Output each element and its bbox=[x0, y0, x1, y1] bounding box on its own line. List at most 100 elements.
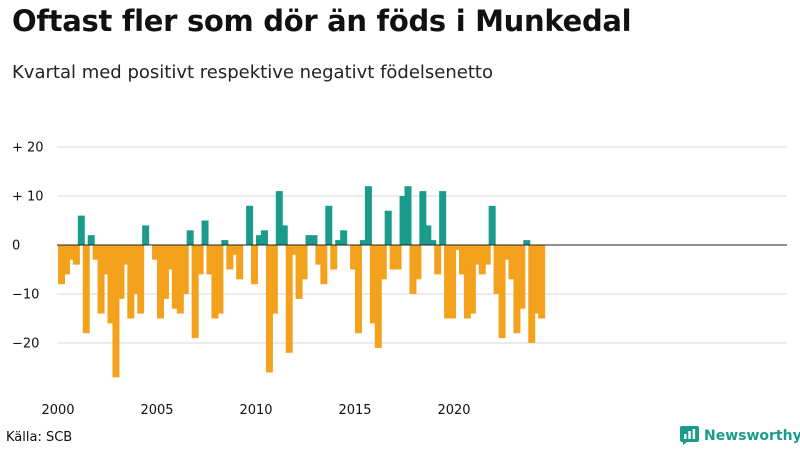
bar bbox=[171, 245, 179, 309]
bar bbox=[305, 235, 313, 245]
bar bbox=[72, 245, 80, 265]
bar bbox=[424, 225, 432, 245]
bar bbox=[429, 240, 437, 245]
bar bbox=[67, 245, 75, 260]
bar bbox=[458, 245, 466, 275]
bar bbox=[201, 220, 209, 245]
bar bbox=[102, 245, 110, 275]
y-tick-label: −20 bbox=[12, 337, 39, 352]
bar bbox=[270, 245, 278, 314]
bar bbox=[260, 230, 268, 245]
bar bbox=[137, 245, 145, 314]
bar bbox=[325, 205, 333, 245]
bar bbox=[87, 235, 95, 245]
bar bbox=[473, 245, 481, 265]
bar bbox=[419, 191, 427, 245]
bar bbox=[374, 245, 382, 348]
brand-logo: Newsworthy bbox=[680, 426, 800, 445]
bar bbox=[251, 245, 259, 285]
bar bbox=[186, 230, 194, 245]
bar bbox=[454, 245, 461, 250]
bar bbox=[369, 245, 377, 324]
bar bbox=[107, 245, 115, 324]
y-tick-label: + 20 bbox=[12, 141, 44, 156]
bar bbox=[62, 245, 70, 275]
bar bbox=[246, 205, 254, 245]
bar bbox=[161, 245, 169, 299]
bar bbox=[112, 245, 120, 378]
bar bbox=[513, 245, 521, 334]
chart-title: Oftast fler som dör än föds i Munkedal bbox=[12, 4, 632, 38]
bar bbox=[399, 196, 407, 245]
bar bbox=[364, 186, 372, 245]
bar bbox=[117, 245, 125, 299]
bar bbox=[211, 245, 219, 319]
bar bbox=[97, 245, 105, 314]
bar bbox=[216, 245, 224, 314]
bar bbox=[265, 245, 273, 373]
bar bbox=[82, 245, 90, 334]
bar bbox=[359, 240, 367, 245]
bar bbox=[538, 245, 546, 319]
bar bbox=[518, 245, 526, 309]
bar bbox=[300, 245, 308, 280]
bar bbox=[444, 245, 452, 319]
bar bbox=[176, 245, 184, 314]
bar bbox=[468, 245, 476, 314]
bar bbox=[275, 191, 283, 245]
bar bbox=[449, 245, 457, 319]
bar bbox=[122, 245, 130, 265]
x-tick-label: 2015 bbox=[338, 403, 371, 418]
bar bbox=[256, 235, 263, 245]
bar bbox=[335, 240, 343, 245]
bars bbox=[58, 186, 546, 378]
bar bbox=[310, 235, 318, 245]
bar bbox=[280, 225, 288, 245]
x-tick-label: 2005 bbox=[140, 403, 173, 418]
bar bbox=[409, 245, 417, 294]
bar bbox=[196, 245, 204, 275]
bar bbox=[330, 245, 338, 270]
bar bbox=[493, 245, 501, 294]
bar bbox=[226, 245, 234, 270]
bar bbox=[92, 245, 100, 260]
bar bbox=[404, 186, 412, 245]
bar bbox=[414, 245, 422, 280]
bar bbox=[236, 245, 244, 280]
bar bbox=[503, 245, 511, 260]
bar bbox=[166, 245, 174, 270]
bar bbox=[295, 245, 303, 299]
bar bbox=[285, 245, 293, 353]
bar bbox=[221, 240, 229, 245]
bar bbox=[181, 245, 189, 294]
bar bbox=[152, 245, 160, 260]
bar bbox=[142, 225, 150, 245]
bar bbox=[523, 240, 531, 245]
bar bbox=[533, 245, 541, 314]
bar bbox=[439, 191, 447, 245]
bar bbox=[498, 245, 506, 339]
bar bbox=[58, 245, 65, 285]
x-tick-label: 2000 bbox=[41, 403, 74, 418]
bar bbox=[320, 245, 328, 285]
bar bbox=[340, 230, 348, 245]
brand-name: Newsworthy bbox=[704, 427, 800, 444]
bar bbox=[315, 245, 323, 265]
bar bbox=[379, 245, 387, 280]
source-note: Källa: SCB bbox=[6, 430, 73, 445]
bar bbox=[132, 245, 140, 294]
y-axis-labels: + 20 + 10 0 −10 −20 bbox=[12, 141, 44, 352]
bar bbox=[157, 245, 164, 319]
bar bbox=[488, 205, 496, 245]
bar bbox=[384, 210, 392, 245]
bar bbox=[290, 245, 298, 255]
bar bbox=[394, 245, 402, 270]
bar bbox=[389, 245, 397, 270]
x-axis-labels: 2000 2005 2010 2015 2020 bbox=[41, 403, 470, 418]
bar bbox=[206, 245, 214, 275]
bar bbox=[350, 245, 358, 270]
y-tick-label: −10 bbox=[12, 288, 39, 303]
chart-subtitle: Kvartal med positivt respektive negativt… bbox=[12, 62, 493, 83]
bar bbox=[127, 245, 135, 319]
